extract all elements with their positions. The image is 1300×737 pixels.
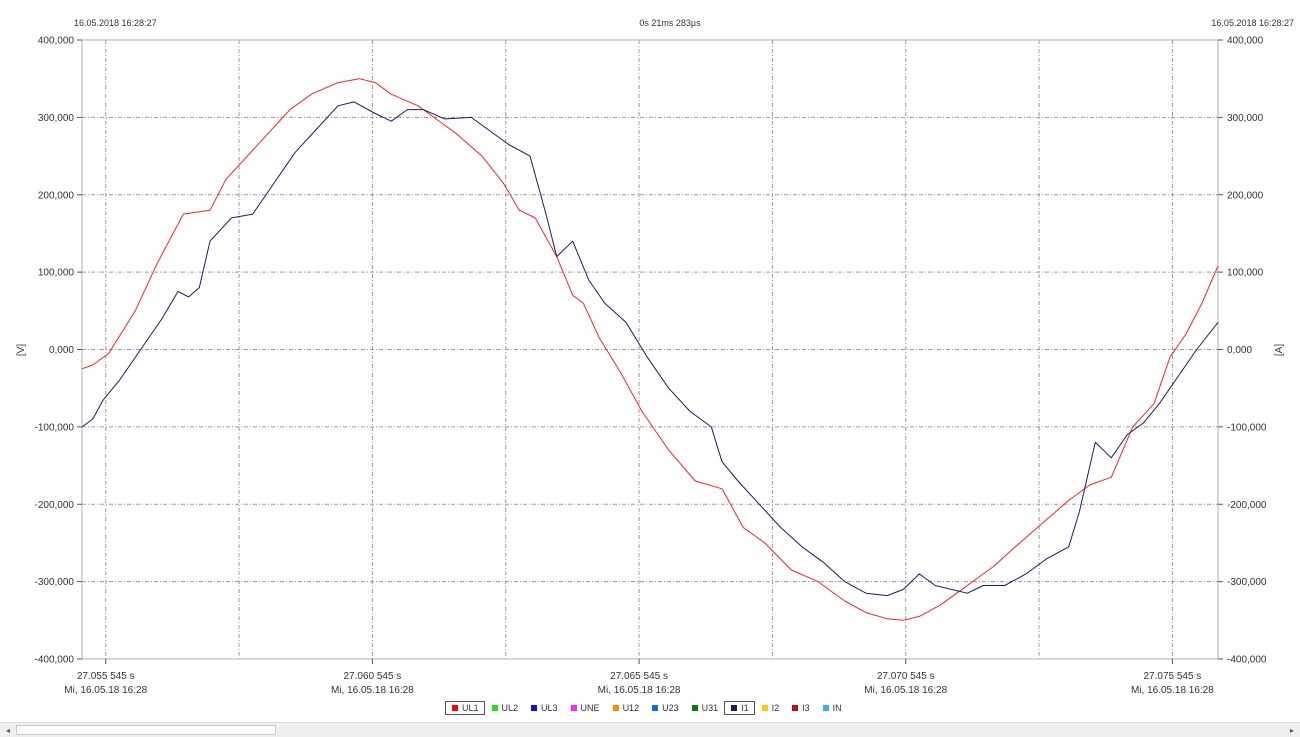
y-tick-label-right: 400,000 (1227, 36, 1264, 47)
legend-item-ul3[interactable]: UL3 (524, 701, 564, 715)
legend-swatch (822, 705, 829, 711)
legend-label: UL3 (541, 703, 558, 713)
legend-item-u31[interactable]: U31 (685, 701, 725, 715)
legend-label: U23 (662, 703, 679, 713)
scroll-right-button[interactable]: ▸ (1285, 724, 1299, 736)
scroll-left-button[interactable]: ◂ (1, 724, 15, 736)
y-tick-label-left: 200,000 (38, 190, 75, 201)
channel-legend: UL1 UL2 UL3 UNE U12 U23 U31 I1 I2 I3 IN (445, 700, 848, 716)
y-tick-label-left: -300,000 (35, 577, 75, 588)
legend-item-i2[interactable]: I2 (755, 701, 786, 715)
legend-swatch (452, 705, 458, 711)
end-timestamp: 16.05.2018 16:28:27 (1211, 18, 1294, 28)
legend-label: IN (832, 703, 842, 713)
y-tick-label-right: 200,000 (1227, 190, 1264, 201)
legend-swatch (570, 705, 577, 711)
legend-swatch (761, 705, 768, 711)
legend-label: UL2 (501, 703, 519, 713)
legend-label: UNE (580, 703, 600, 713)
grid (82, 39, 1218, 660)
x-tick-label-time: 27.055 545 s (77, 671, 135, 682)
legend-label: U31 (701, 703, 719, 713)
series-layer (81, 78, 1219, 621)
legend-item-i1[interactable]: I1 (724, 701, 755, 715)
y-tick-label-left: 0,000 (49, 345, 74, 356)
legend-item-u23[interactable]: U23 (645, 701, 685, 715)
y-tick-label-right: -200,000 (1227, 500, 1267, 511)
legend-swatch (491, 705, 498, 711)
x-tick-label-time: 27.060 545 s (343, 671, 401, 682)
x-tick-label-time: 27.070 545 s (877, 671, 935, 682)
legend-item-u12[interactable]: U12 (606, 701, 646, 715)
duration-label: 0s 21ms 283µs (639, 18, 701, 28)
y-axis-right: 400,000 300,000 200,000 100,000 0,000 -100,00… (1218, 36, 1267, 666)
legend-item-i3[interactable]: I3 (785, 701, 816, 715)
y-tick-label-left: 300,000 (38, 113, 75, 124)
y-tick-label-right: 300,000 (1227, 113, 1264, 124)
y-tick-label-right: 0,000 (1227, 345, 1252, 356)
legend-label: I2 (771, 703, 780, 713)
x-tick-label-date: Mi, 16.05.18 16:28 (598, 685, 681, 696)
legend-swatch (792, 705, 799, 711)
y-tick-label-right: -100,000 (1227, 422, 1267, 433)
y-tick-label-left: -100,000 (35, 422, 75, 433)
x-tick-label-date: Mi, 16.05.18 16:28 (64, 685, 147, 696)
series-line-i1 (81, 101, 1219, 597)
arrow-left-icon: ◂ (5, 725, 10, 735)
scroll-thumb[interactable] (16, 725, 276, 735)
legend-swatch (691, 705, 698, 711)
x-tick-label-date: Mi, 16.05.18 16:28 (864, 685, 947, 696)
y-tick-label-left: -200,000 (35, 500, 75, 511)
arrow-right-icon: ▸ (1289, 725, 1294, 735)
legend-swatch (531, 705, 538, 711)
y-tick-label-left: 400,000 (38, 36, 75, 47)
legend-label: U12 (622, 703, 640, 713)
y-axis-label-left: [V] (16, 344, 27, 356)
legend-swatch (612, 705, 619, 711)
y-tick-label-left: -400,000 (35, 655, 75, 666)
legend-item-une[interactable]: UNE (564, 701, 606, 715)
x-tick-label-date: Mi, 16.05.18 16:28 (1131, 685, 1214, 696)
y-tick-label-right: 100,000 (1227, 268, 1264, 279)
legend-item-in[interactable]: IN (816, 701, 848, 715)
series-line-ul1 (81, 78, 1219, 621)
legend-label: UL1 (462, 703, 479, 713)
y-tick-label-left: 100,000 (38, 268, 75, 279)
y-axis-left: 400,000 300,000 200,000 100,000 0,000 -100,00… (35, 36, 82, 666)
x-tick-label-time: 27.065 545 s (610, 671, 668, 682)
legend-label: I3 (802, 703, 810, 713)
legend-item-ul1[interactable]: UL1 (445, 701, 485, 715)
x-tick-label-date: Mi, 16.05.18 16:28 (331, 685, 414, 696)
x-axis: 27.055 545 s Mi, 16.05.18 16:28 27.060 545… (64, 659, 1214, 696)
horizontal-scrollbar[interactable]: ◂ ▸ (0, 722, 1300, 737)
legend-swatch (652, 705, 659, 711)
legend-label: I1 (741, 703, 749, 713)
start-timestamp: 16.05.2018 16:28:27 (74, 18, 157, 28)
y-tick-label-right: -400,000 (1227, 655, 1267, 666)
y-axis-label-right: [A] (1274, 344, 1285, 356)
legend-item-ul2[interactable]: UL2 (485, 701, 525, 715)
legend-swatch (731, 705, 738, 711)
x-tick-label-time: 27.075 545 s (1143, 671, 1201, 682)
y-tick-label-right: -300,000 (1227, 577, 1267, 588)
